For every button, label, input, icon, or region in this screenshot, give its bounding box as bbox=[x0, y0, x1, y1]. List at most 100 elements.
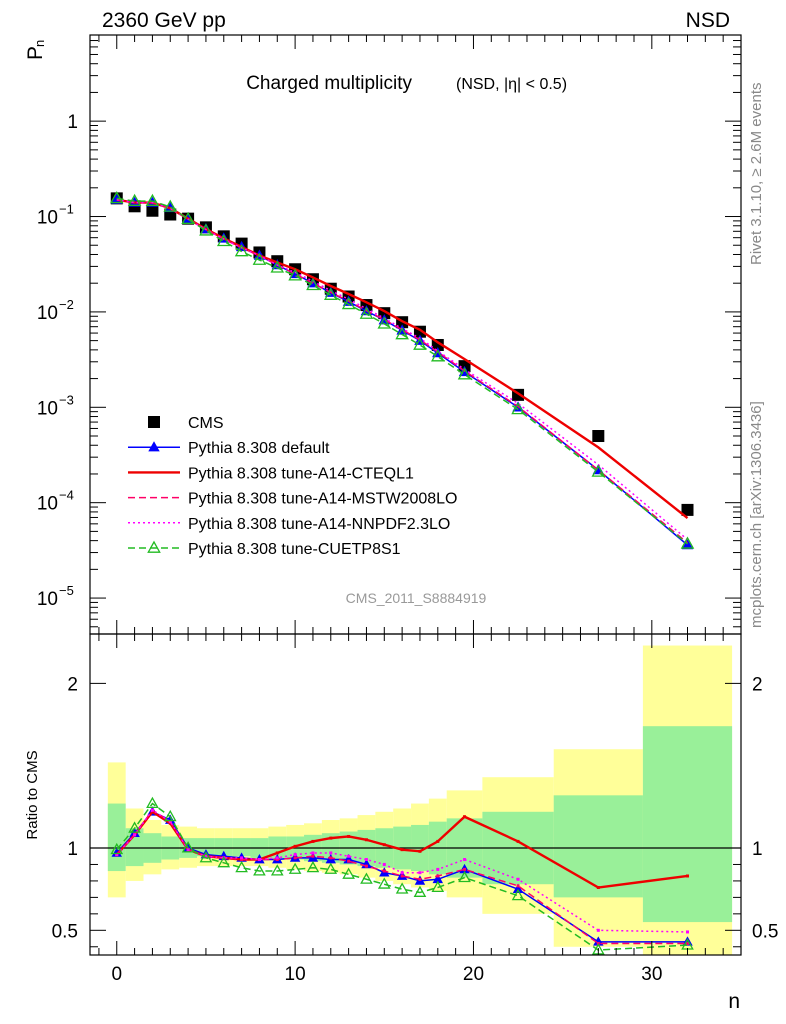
legend-label: CMS bbox=[188, 415, 224, 432]
ratio-series-4-point bbox=[163, 809, 177, 822]
series-5-line bbox=[116, 197, 688, 545]
ratio-series-4-point bbox=[377, 877, 391, 889]
y-tick-label-exp: −2 bbox=[59, 297, 74, 312]
ratio-series-3-point bbox=[382, 862, 386, 866]
ratio-series-2-point bbox=[347, 859, 351, 863]
ratio-series-4-point bbox=[217, 855, 231, 868]
y-axis-label: P bbox=[24, 46, 47, 60]
ratio-series-4-point bbox=[181, 841, 195, 853]
ratio-y-tick-label: 0.5 bbox=[52, 921, 78, 942]
ratio-series-2-point bbox=[293, 856, 297, 860]
ratio-series-1-point bbox=[463, 815, 467, 819]
ratio-series-4-point bbox=[360, 872, 373, 884]
y-tick-label-exp: −3 bbox=[59, 392, 74, 407]
ratio-series-3-point bbox=[204, 854, 208, 858]
legend-label: Pythia 8.308 tune-CUETP8S1 bbox=[188, 541, 401, 558]
series-5-point bbox=[127, 193, 142, 206]
series-5-point bbox=[591, 464, 606, 477]
ratio-series-4-point bbox=[146, 796, 159, 809]
ratio-series-4-point bbox=[110, 842, 124, 855]
series-5-point bbox=[199, 223, 213, 236]
ratio-series-4-point bbox=[511, 888, 525, 901]
y-tick-label: 10 bbox=[37, 589, 58, 610]
rivet-label: Rivet 3.1.10, ≥ 2.6M events bbox=[748, 83, 765, 266]
main-panel: Charged multiplicity (NSD, |η| < 0.5) CM… bbox=[24, 34, 742, 635]
ratio-series-4-point bbox=[253, 864, 266, 876]
ratio-series-4-point bbox=[413, 885, 427, 897]
ratio-series-1-point bbox=[364, 838, 368, 842]
y-tick-label: 1 bbox=[67, 112, 78, 133]
ratio-series-4-point bbox=[431, 880, 445, 893]
ratio-series-3-point bbox=[685, 930, 689, 934]
band-green bbox=[107, 803, 126, 872]
ratio-y-tick-label: 1 bbox=[67, 839, 78, 860]
ratio-series-2-point bbox=[364, 864, 368, 868]
ratio-series-1-point bbox=[275, 851, 279, 855]
ratio-series-3-point bbox=[418, 871, 422, 875]
ratio-series-3-point bbox=[311, 851, 315, 855]
ratio-series-3-point bbox=[463, 858, 467, 862]
band-green bbox=[642, 726, 733, 923]
legend-label: Pythia 8.308 tune-A14-MSTW2008LO bbox=[188, 491, 457, 508]
legend-label: Pythia 8.308 tune-A14-NNPDF2.3LO bbox=[188, 516, 450, 533]
plot-title: Charged multiplicity bbox=[246, 73, 412, 94]
ratio-y-tick-label-right: 2 bbox=[752, 674, 763, 695]
y-tick-label-exp: −4 bbox=[59, 488, 74, 503]
ratio-series-2-point bbox=[240, 858, 244, 862]
cms-point bbox=[431, 338, 444, 351]
ratio-series-0-point bbox=[432, 873, 444, 884]
ratio-series-2-point bbox=[463, 867, 467, 871]
ratio-series-2-point bbox=[311, 854, 315, 858]
ratio-series-2-point bbox=[516, 884, 520, 888]
ratio-series-1-point bbox=[293, 844, 297, 848]
x-axis-label: n bbox=[728, 990, 740, 1013]
ratio-series-4-point bbox=[342, 867, 355, 879]
series-4-line bbox=[116, 198, 688, 541]
ratio-y-axis-label: Ratio to CMS bbox=[24, 750, 41, 839]
ratio-series-4-point bbox=[235, 860, 248, 873]
y-tick-label: 10 bbox=[37, 208, 58, 229]
ratio-series-4-point bbox=[270, 864, 284, 876]
ratio-series-1-point bbox=[382, 843, 386, 847]
ratio-series-1-point bbox=[685, 874, 689, 878]
ratio-series-1-point bbox=[400, 848, 404, 852]
ratio-series-0-point bbox=[512, 883, 524, 894]
series-5-point bbox=[395, 327, 409, 340]
ratio-series-3-point bbox=[293, 853, 297, 857]
series-5-point bbox=[430, 349, 445, 362]
ratio-series-4-point bbox=[128, 821, 141, 833]
series-5-point bbox=[323, 287, 338, 300]
x-tick-label: 20 bbox=[463, 964, 484, 985]
ratio-series-2-point bbox=[382, 869, 386, 873]
x-tick-label: 30 bbox=[641, 964, 662, 985]
cms-point bbox=[681, 503, 694, 516]
ratio-series-3-point bbox=[115, 853, 119, 857]
series-5-point bbox=[270, 260, 285, 273]
y-tick-label: 10 bbox=[37, 398, 58, 419]
plot-subtitle: (NSD, |η| < 0.5) bbox=[456, 76, 567, 93]
series-5-point bbox=[511, 402, 525, 415]
series-5-point bbox=[457, 367, 472, 380]
ratio-series-0-point bbox=[111, 847, 122, 857]
ratio-y-tick-label: 2 bbox=[67, 674, 78, 695]
series-5-point bbox=[181, 211, 195, 224]
ratio-series-3-point bbox=[150, 808, 154, 812]
cms-point bbox=[592, 430, 605, 443]
ratio-series-3-point bbox=[516, 877, 520, 881]
series-5-point bbox=[288, 268, 302, 281]
mcplots-label: mcplots.cern.ch [arXiv:1306.3436] bbox=[748, 401, 765, 628]
ratio-series-2-point bbox=[329, 856, 333, 860]
legend-marker bbox=[148, 416, 160, 428]
ratio-series-3-point bbox=[186, 848, 190, 852]
series-5-point bbox=[306, 277, 320, 291]
ratio-series-2-point bbox=[685, 941, 689, 945]
y-tick-label: 10 bbox=[37, 494, 58, 515]
ratio-series-4-point bbox=[288, 862, 302, 874]
legend-marker bbox=[147, 540, 161, 553]
band-green bbox=[197, 838, 215, 857]
ratio-series-3-point bbox=[347, 854, 351, 858]
ratio-series-3-point bbox=[436, 867, 440, 871]
legend-marker bbox=[148, 441, 160, 452]
band-green bbox=[214, 838, 233, 857]
ratio-series-3-point bbox=[400, 871, 404, 875]
